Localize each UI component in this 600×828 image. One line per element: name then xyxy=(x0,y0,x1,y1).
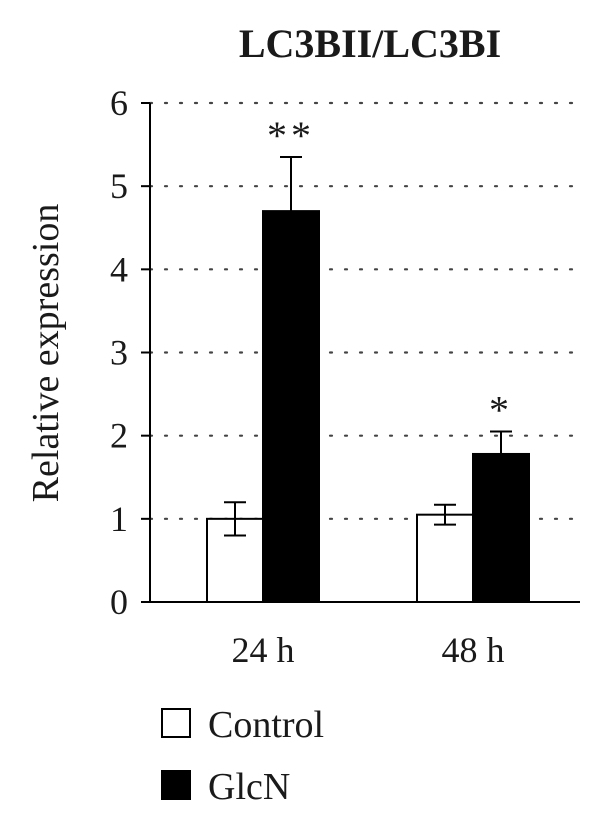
legend-label-control: Control xyxy=(208,704,324,746)
legend-swatch-glcn xyxy=(161,770,191,800)
bar-glcn-1 xyxy=(262,210,320,603)
y-tick-label: 3 xyxy=(110,333,128,373)
y-tick-label: 6 xyxy=(110,83,128,123)
y-tick-label: 2 xyxy=(110,416,128,456)
bar-glcn-2 xyxy=(472,452,530,604)
x-category-label: 24 h xyxy=(232,630,295,670)
y-tick-label: 4 xyxy=(110,249,128,289)
legend: Control GlcN xyxy=(161,704,324,808)
legend-label-glcn: GlcN xyxy=(208,766,290,808)
axes: 0 1 2 3 4 5 6 24 h 48 h xyxy=(110,83,580,670)
significance-marker: * xyxy=(489,388,513,433)
chart-title: LC3BII/LC3BI xyxy=(239,21,501,66)
x-category-label: 48 h xyxy=(442,630,505,670)
y-tick-label: 5 xyxy=(110,166,128,206)
y-tick-label: 1 xyxy=(110,499,128,539)
bar-control-2 xyxy=(416,513,474,603)
y-axis-label: Relative expression xyxy=(25,204,67,503)
significance-marker: ** xyxy=(267,113,315,158)
legend-swatch-control xyxy=(161,708,191,738)
y-tick-label: 0 xyxy=(110,582,128,622)
